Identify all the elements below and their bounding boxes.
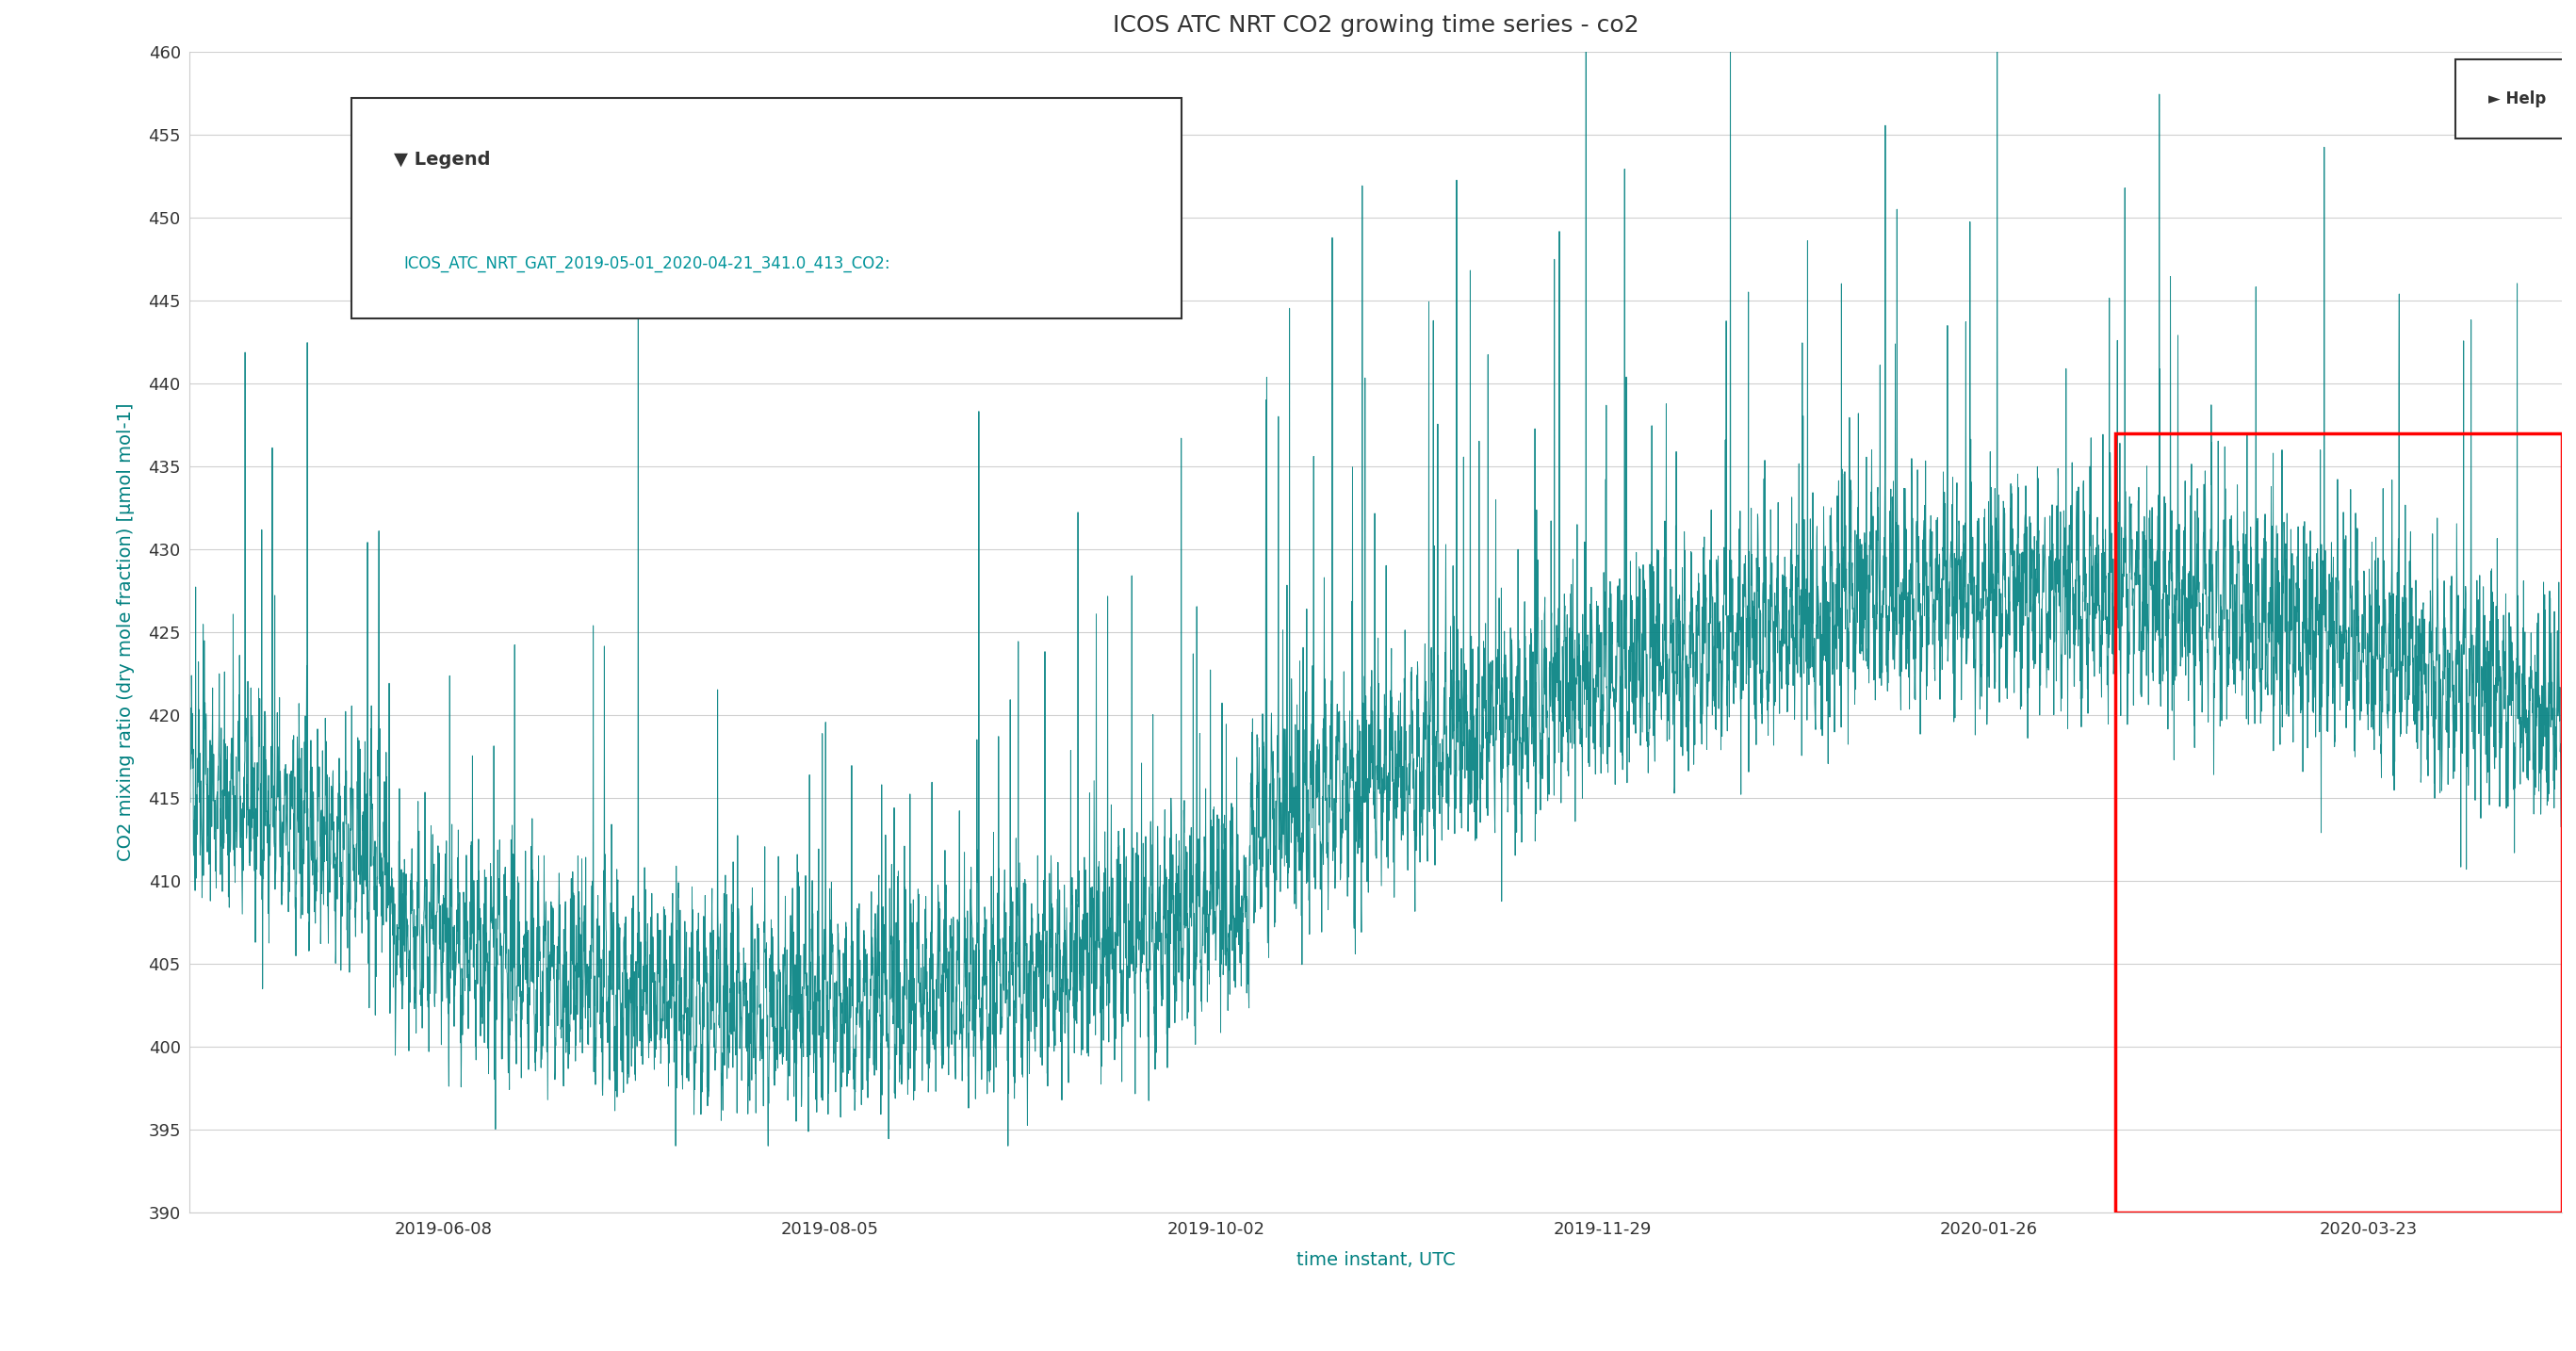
Text: ICOS_ATC_NRT_GAT_2019-05-01_2020-04-21_341.0_413_CO2:: ICOS_ATC_NRT_GAT_2019-05-01_2020-04-21_3… (404, 255, 891, 272)
FancyBboxPatch shape (2455, 59, 2576, 139)
FancyBboxPatch shape (350, 99, 1182, 319)
Bar (2115, 432, 2563, 1212)
Text: ► Help: ► Help (2488, 91, 2545, 108)
Text: ▼ Legend: ▼ Legend (394, 150, 489, 169)
X-axis label: time instant, UTC: time instant, UTC (1296, 1251, 1455, 1270)
Y-axis label: CO2 mixing ratio (dry mole fraction) [μmol mol-1]: CO2 mixing ratio (dry mole fraction) [μm… (116, 403, 134, 861)
Title: ICOS ATC NRT CO2 growing time series - co2: ICOS ATC NRT CO2 growing time series - c… (1113, 14, 1638, 36)
